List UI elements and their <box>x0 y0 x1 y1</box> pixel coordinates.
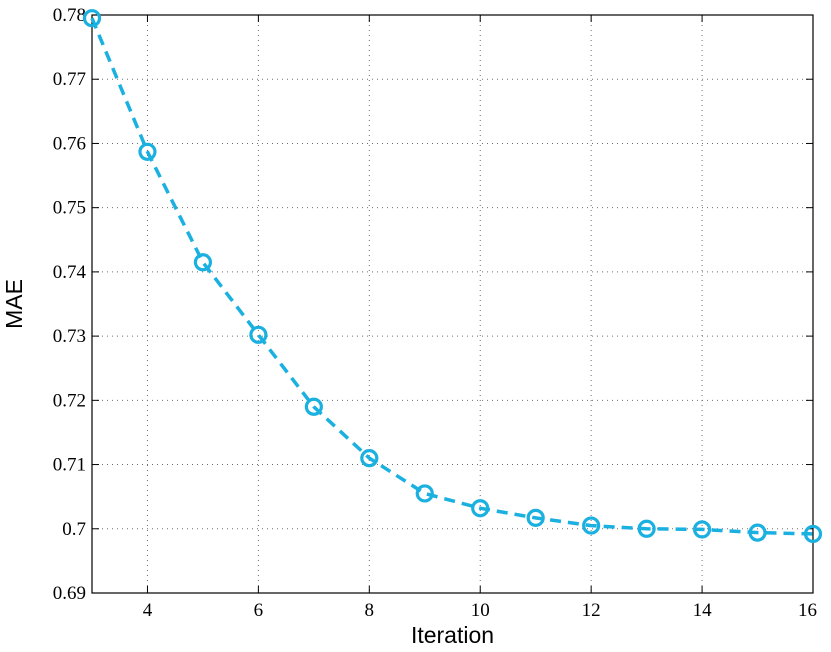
y-axis-label: MAE <box>1 279 27 329</box>
x-tick-label: 8 <box>365 600 375 621</box>
data-point <box>82 9 102 28</box>
y-tick-label: 0.75 <box>53 198 86 219</box>
y-tick-label: 0.73 <box>53 326 86 347</box>
data-point <box>526 508 545 527</box>
data-point <box>304 397 323 416</box>
x-tick-label: 12 <box>582 600 601 621</box>
y-tick-label: 0.7 <box>62 519 86 540</box>
x-tick-label: 6 <box>254 600 264 621</box>
data-point <box>360 449 379 468</box>
y-tick-label: 0.76 <box>53 133 86 154</box>
y-tick-label: 0.71 <box>53 455 86 476</box>
data-point <box>582 516 601 535</box>
data-point <box>748 523 767 542</box>
x-axis-label: Iteration <box>411 622 494 648</box>
tick-layer: 0.69 0.7 0.71 0.72 0.73 0.74 0.75 0.76 0.77 0.78 4… <box>53 5 817 621</box>
data-point <box>803 524 823 544</box>
x-tick-label: 4 <box>143 600 153 621</box>
x-tick-label: 16 <box>798 600 817 621</box>
x-tick-label: 10 <box>471 600 490 621</box>
x-tick-label: 14 <box>693 600 713 621</box>
y-tick-label: 0.78 <box>53 5 86 26</box>
y-tick-label: 0.74 <box>53 262 87 283</box>
plot-frame <box>91 14 814 594</box>
series-layer <box>82 9 823 544</box>
data-point <box>415 484 434 503</box>
data-point <box>692 520 712 539</box>
data-point <box>471 499 490 518</box>
data-point <box>637 519 656 538</box>
y-tick-label: 0.69 <box>53 583 86 604</box>
y-tick-label: 0.72 <box>53 390 86 411</box>
grid-layer <box>92 15 813 593</box>
data-point <box>249 325 268 344</box>
series-line <box>90 17 814 536</box>
data-point <box>138 142 157 161</box>
y-tick-label: 0.77 <box>53 69 86 90</box>
data-point <box>193 253 213 272</box>
